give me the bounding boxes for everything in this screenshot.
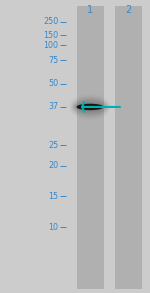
Ellipse shape bbox=[72, 98, 108, 116]
Ellipse shape bbox=[76, 104, 103, 110]
Text: 37: 37 bbox=[48, 103, 59, 111]
Bar bbox=[115, 6, 142, 289]
Ellipse shape bbox=[74, 100, 106, 114]
Bar bbox=[76, 6, 103, 289]
Ellipse shape bbox=[73, 99, 107, 115]
Text: 100: 100 bbox=[44, 41, 59, 50]
Ellipse shape bbox=[75, 101, 105, 113]
Text: 15: 15 bbox=[48, 192, 59, 201]
Ellipse shape bbox=[72, 97, 108, 117]
Text: 25: 25 bbox=[48, 141, 59, 149]
Text: 150: 150 bbox=[43, 31, 58, 40]
Text: 250: 250 bbox=[43, 18, 58, 26]
Text: 50: 50 bbox=[48, 79, 59, 88]
Ellipse shape bbox=[76, 103, 104, 111]
Text: 1: 1 bbox=[87, 5, 93, 15]
Text: 20: 20 bbox=[48, 161, 59, 170]
Text: 2: 2 bbox=[125, 5, 131, 15]
Text: 75: 75 bbox=[48, 56, 59, 64]
Ellipse shape bbox=[76, 104, 103, 110]
Text: 10: 10 bbox=[48, 223, 58, 231]
